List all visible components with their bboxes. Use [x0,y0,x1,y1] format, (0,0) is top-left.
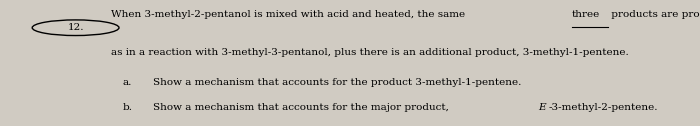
Text: products are produced: products are produced [608,10,700,19]
Text: E: E [538,103,546,112]
Text: -3-methyl-2-pentene.: -3-methyl-2-pentene. [548,103,658,112]
Text: three: three [572,10,600,19]
Text: a.: a. [122,78,132,87]
Text: Show a mechanism that accounts for the product 3-methyl-1-pentene.: Show a mechanism that accounts for the p… [153,78,521,87]
Text: Show a mechanism that accounts for the major product,: Show a mechanism that accounts for the m… [153,103,452,112]
Text: When 3-methyl-2-pentanol is mixed with acid and heated, the same: When 3-methyl-2-pentanol is mixed with a… [111,10,468,19]
Text: as in a reaction with 3-methyl-3-pentanol, plus there is an additional product, : as in a reaction with 3-methyl-3-pentano… [111,48,629,57]
Text: b.: b. [122,103,132,112]
Text: 12.: 12. [67,23,84,32]
